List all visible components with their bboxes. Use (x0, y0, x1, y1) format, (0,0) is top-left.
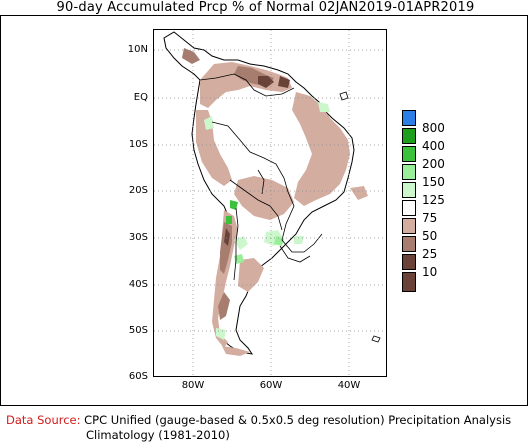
legend-swatch-150 (402, 164, 416, 180)
data-source-text: CPC Unified (gauge-based & 0.5x0.5 deg r… (84, 413, 512, 427)
legend-swatch-bottom (402, 272, 416, 292)
legend-label-25: 25 (422, 247, 438, 261)
climatology-line: Climatology (1981-2010) (86, 428, 230, 442)
legend-swatch-125 (402, 182, 416, 198)
legend-label-10: 10 (422, 265, 438, 279)
lat-label-40s: 40S (128, 279, 148, 290)
legend-label-400: 400 (422, 139, 445, 153)
legend-swatch-50 (402, 218, 416, 234)
legend-label-800: 800 (422, 121, 445, 135)
lat-label-20s: 20S (128, 185, 148, 196)
lon-label-40w: 40W (337, 380, 361, 391)
lon-label-80w: 80W (181, 380, 205, 391)
figure-frame (0, 15, 528, 406)
legend-label-75: 75 (422, 211, 438, 225)
legend-label-150: 150 (422, 175, 445, 189)
legend-swatch-200 (402, 146, 416, 162)
legend-swatch-800 (402, 110, 416, 126)
lat-label-10s: 10S (128, 139, 148, 150)
map-title: 90-day Accumulated Prcp % of Normal 02JA… (56, 0, 475, 15)
legend-swatch-75 (402, 200, 416, 216)
data-source-label: Data Source: (6, 413, 81, 427)
lon-label-60w: 60W (259, 380, 283, 391)
lat-label-50s: 50S (128, 325, 148, 336)
legend-swatch-10 (402, 254, 416, 270)
legend-swatch-25 (402, 236, 416, 252)
lat-label-30s: 30S (128, 232, 148, 243)
legend-swatch-400 (402, 128, 416, 144)
legend-label-200: 200 (422, 157, 445, 171)
data-source-line: Data Source: CPC Unified (gauge-based & … (6, 413, 511, 427)
legend-label-125: 125 (422, 193, 445, 207)
lat-label-eq: EQ (133, 92, 148, 103)
lat-label-60s: 60S (128, 371, 148, 382)
legend-label-50: 50 (422, 229, 438, 243)
precip-map (153, 29, 387, 377)
lat-label-10n: 10N (127, 44, 148, 55)
